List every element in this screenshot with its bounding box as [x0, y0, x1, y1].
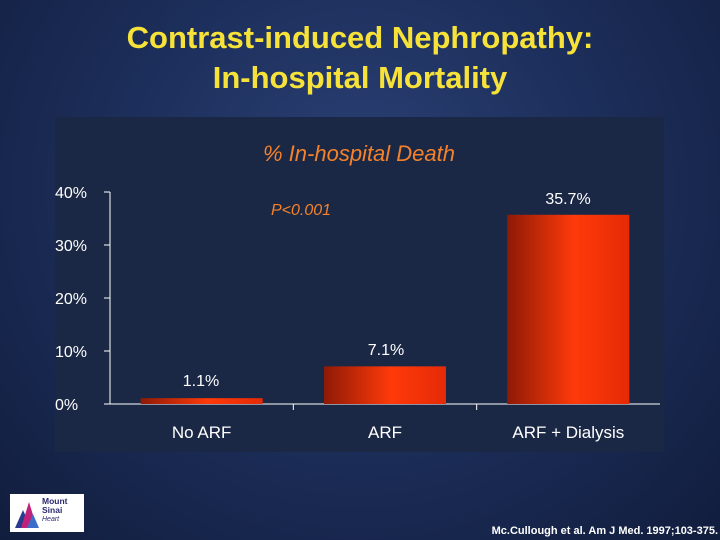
- slide-title-line-2: In-hospital Mortality: [212, 60, 508, 95]
- data-label: 7.1%: [368, 342, 404, 359]
- p-value-annotation: P<0.001: [271, 202, 331, 219]
- slide-title: Contrast-induced Nephropathy: In-hospita…: [0, 18, 720, 98]
- bar: [324, 366, 446, 404]
- logo-line-2: Sinai: [42, 505, 63, 515]
- logo-text: Mount Sinai Heart: [42, 497, 68, 524]
- bar: [507, 214, 630, 404]
- y-tick-label: 10%: [55, 344, 87, 361]
- y-tick-label: 0%: [55, 397, 78, 414]
- bar-chart: % In-hospital Death 0% 10% 20% 30% 40% No ARF A…: [55, 141, 660, 442]
- y-tick-label: 30%: [55, 238, 87, 255]
- bar: [140, 398, 263, 404]
- x-category-label: ARF + Dialysis: [512, 423, 624, 442]
- data-label: 35.7%: [545, 191, 590, 208]
- x-category-label: No ARF: [172, 423, 232, 442]
- y-tick-label: 40%: [55, 185, 87, 202]
- citation: Mc.Cullough et al. Am J Med. 1997;103-37…: [491, 525, 718, 537]
- y-tick-label: 20%: [55, 291, 87, 308]
- x-category-label: ARF: [368, 423, 402, 442]
- chart-panel: % In-hospital Death 0% 10% 20% 30% 40% No ARF A…: [55, 117, 664, 452]
- slide-title-line-1: Contrast-induced Nephropathy:: [126, 20, 594, 55]
- logo-line-1: Mount: [42, 496, 68, 506]
- logo-line-3: Heart: [42, 516, 60, 523]
- data-label: 1.1%: [183, 373, 219, 390]
- logo-mark-icon: [15, 502, 39, 528]
- chart-title: % In-hospital Death: [263, 141, 455, 166]
- mount-sinai-heart-logo: Mount Sinai Heart: [10, 494, 84, 532]
